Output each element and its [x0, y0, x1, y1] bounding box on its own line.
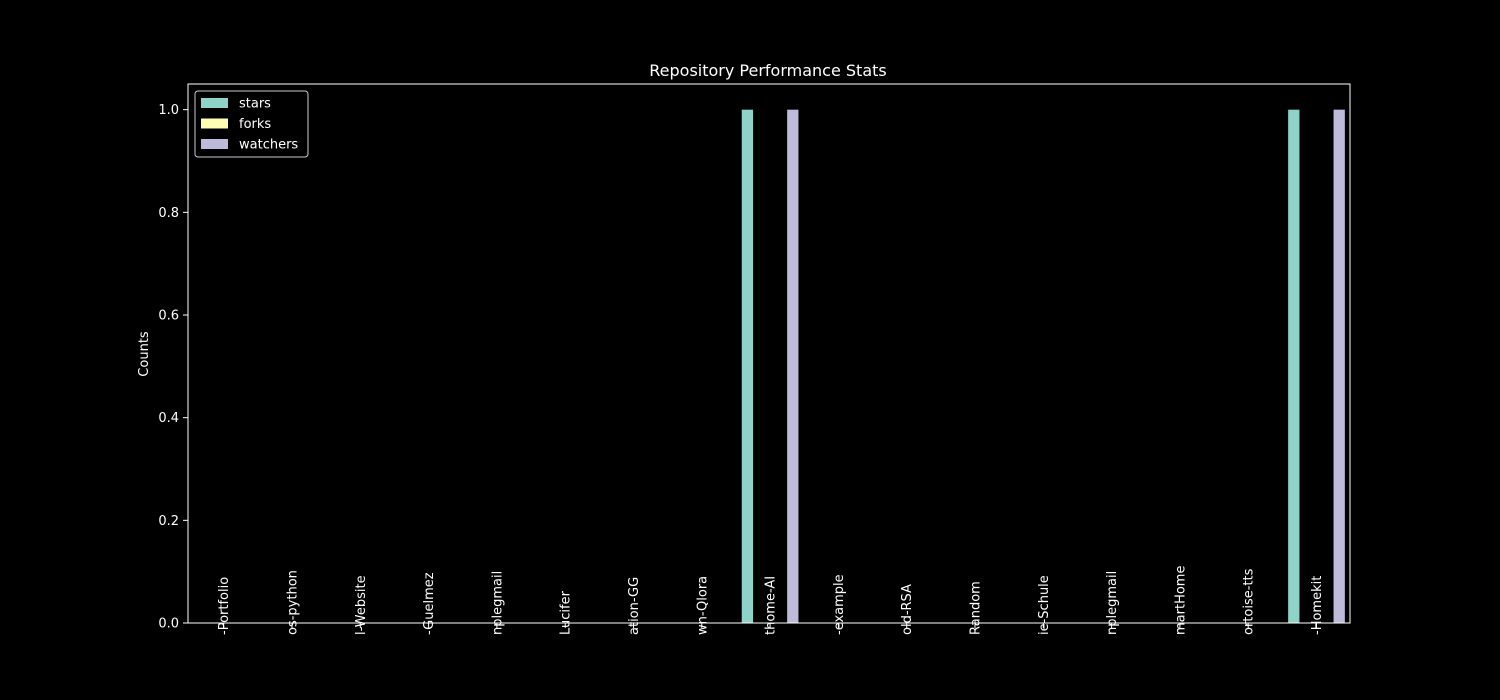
- y-tick-label: 0.0: [158, 617, 179, 632]
- x-tick-label: nplegmail: [490, 571, 505, 635]
- legend: stars forks watchers: [194, 90, 309, 158]
- y-axis: 0.0 0.2 0.4 0.6 0.8 1.0: [158, 103, 188, 632]
- y-tick-label: 0.2: [158, 514, 179, 529]
- bar-stars: [1288, 109, 1300, 623]
- x-tick-label: l-Website: [354, 575, 369, 635]
- x-tick-label: -Portfolio: [217, 577, 232, 635]
- bar-watchers: [787, 109, 799, 623]
- x-tick-label: os-python: [286, 570, 301, 635]
- x-tick-label: Random: [969, 581, 984, 635]
- x-tick-label: wn-Qlora: [695, 576, 710, 635]
- x-tick-label: Lucifer: [559, 590, 574, 635]
- bar-stars: [741, 109, 754, 623]
- x-tick-label: -Homekit: [1310, 576, 1325, 635]
- x-tick-label: ie-Schule: [1037, 575, 1052, 635]
- bar-watchers: [1333, 109, 1345, 623]
- x-tick-label: ation-GG: [627, 577, 642, 635]
- legend-label-forks: forks: [239, 117, 271, 132]
- legend-swatch-watchers: [201, 139, 228, 149]
- x-tick-label: old-RSA: [900, 584, 915, 635]
- plot-frame: [187, 83, 1351, 624]
- y-tick-label: 1.0: [158, 103, 179, 118]
- x-tick-label: -Guelmez: [422, 572, 437, 635]
- x-tick-label: ortoise-tts: [1242, 568, 1257, 635]
- legend-label-watchers: watchers: [239, 138, 298, 153]
- y-tick-label: 0.6: [158, 309, 179, 324]
- x-axis: -Portfolio os-python l-Website -Guelmez nple…: [217, 566, 1325, 635]
- y-tick-label: 0.4: [158, 411, 179, 426]
- legend-swatch-stars: [201, 98, 228, 108]
- legend-swatch-forks: [201, 118, 228, 129]
- chart-title: Repository Performance Stats: [649, 61, 886, 80]
- x-tick-label: martHome: [1173, 566, 1188, 635]
- y-axis-label: Counts: [137, 331, 152, 377]
- y-tick-label: 0.8: [158, 206, 179, 221]
- bars-group: [741, 109, 1345, 623]
- x-tick-label: -example: [832, 574, 847, 635]
- x-tick-label: thome-AI: [764, 576, 779, 635]
- legend-label-stars: stars: [239, 97, 271, 112]
- x-tick-label: nplegmail: [1105, 571, 1120, 635]
